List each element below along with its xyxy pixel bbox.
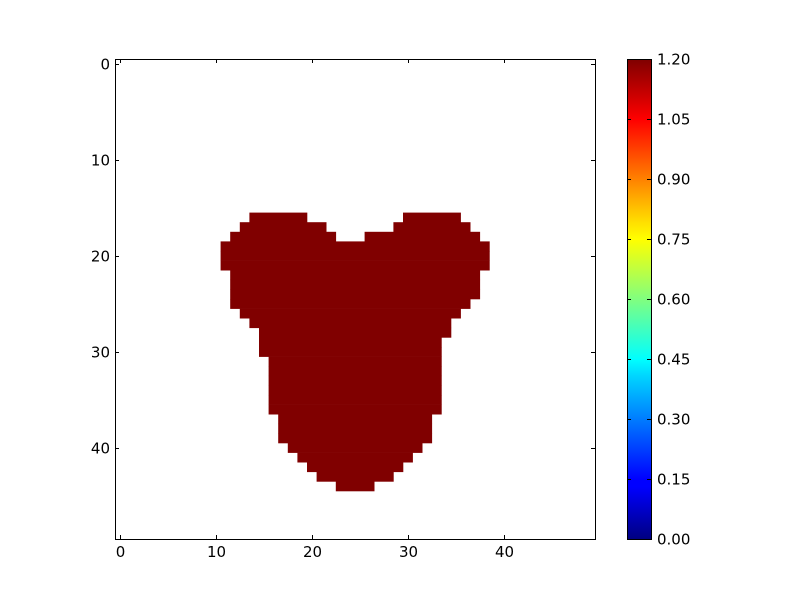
heatmap-row-segment — [297, 452, 413, 463]
heatmap-row-segment — [268, 375, 442, 386]
heatmap-row-segment — [278, 423, 433, 434]
colorbar-tick-label: 1.05 — [657, 111, 690, 129]
x-axis: 0 10 20 30 40 — [116, 59, 514, 561]
heatmap-row-segment — [249, 318, 452, 329]
heatmap-row-segment — [230, 270, 481, 281]
x-tick-label: 10 — [207, 543, 226, 561]
colorbar-tick-label: 0.90 — [657, 171, 690, 189]
colorbar-tick-label: 0.00 — [657, 531, 690, 549]
y-tick-label: 0 — [100, 56, 110, 74]
colorbar-ticks: 0.00 0.15 0.30 0.45 0.60 0.75 0.90 1.05 1.20 — [627, 51, 690, 549]
heatmap-row-segment — [220, 260, 490, 271]
colorbar-tick-label: 0.60 — [657, 291, 690, 309]
colorbar-tick-label: 0.75 — [657, 231, 690, 249]
heatmap-row-segment — [220, 241, 490, 252]
heatmap-row-segment — [230, 231, 337, 242]
heatmap-row-segment — [316, 471, 394, 482]
heatmap-row-segment — [239, 308, 461, 319]
heatmap-row-segment — [268, 395, 442, 405]
colorbar-tick-label: 1.20 — [657, 51, 690, 69]
heatmap-row-segment — [230, 279, 481, 290]
y-tick-label: 40 — [91, 440, 110, 458]
x-tick-label: 20 — [303, 543, 322, 561]
heatmap-row-segment — [403, 212, 461, 223]
heatmap-row-segment — [268, 356, 442, 367]
heatmap-row-segment — [249, 212, 308, 223]
heatmap-row-segment — [220, 251, 490, 261]
heatmap-row-segment — [259, 337, 442, 348]
x-tick-label: 30 — [399, 543, 418, 561]
colorbar-tick-label: 0.30 — [657, 411, 690, 429]
heatmap-row-segment — [278, 414, 433, 425]
colorbar-tick-label: 0.15 — [657, 471, 690, 489]
y-tick-label: 30 — [91, 344, 110, 362]
heatmap-row-segment — [287, 443, 423, 453]
y-tick-label: 10 — [91, 152, 110, 170]
heatmap-cells — [220, 212, 490, 492]
heatmap-row-segment — [239, 222, 327, 233]
heatmap-row-segment — [268, 385, 442, 396]
heatmap-row-segment — [259, 347, 442, 357]
heatmap-row-segment — [268, 404, 442, 415]
plot-area-frame — [115, 59, 596, 540]
heatmap-row-segment — [364, 231, 481, 242]
heatmap-row-segment — [259, 327, 452, 338]
y-axis: 0 10 20 30 40 — [91, 56, 595, 458]
y-tick-label: 20 — [91, 248, 110, 266]
heatmap-row-segment — [230, 289, 481, 300]
heatmap-row-segment — [393, 222, 471, 233]
heatmap-row-segment — [230, 299, 471, 309]
heatmap-row-segment — [307, 462, 404, 473]
colorbar-tick-label: 0.45 — [657, 351, 690, 369]
heatmap-row-segment — [268, 366, 442, 377]
x-tick-label: 40 — [495, 543, 514, 561]
heatmap-row-segment — [278, 433, 433, 444]
x-tick-label: 0 — [116, 543, 126, 561]
heatmap-row-segment — [335, 481, 375, 492]
